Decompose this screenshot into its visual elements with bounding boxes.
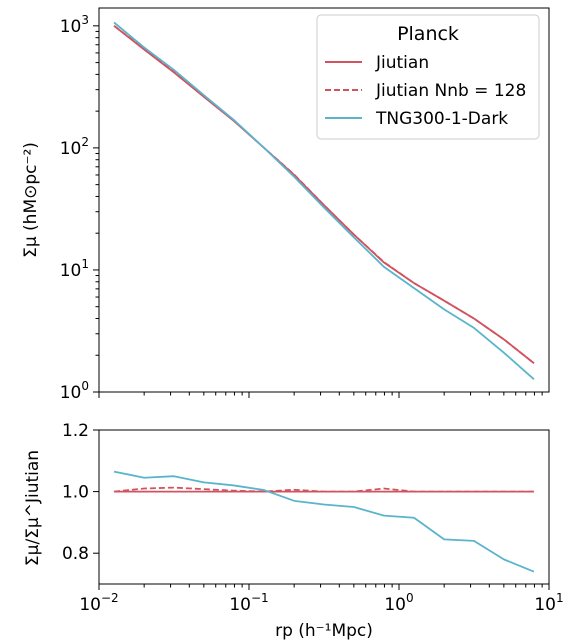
legend: Planck Jiutian Jiutian Nnb = 128 TNG300-… <box>316 14 540 140</box>
x-axis-label: rp (h⁻¹Mpc) <box>275 621 373 641</box>
bottom-panel: 10−2 10−1 100 101 0.8 1.0 1.2 Σμ/Σμ^Jiutian rp… <box>23 421 564 641</box>
top-y-tick-label: 100 <box>60 379 89 403</box>
legend-title: Planck <box>397 23 459 45</box>
bottom-y-axis-label: Σμ/Σμ^Jiutian <box>23 450 43 566</box>
legend-entry-jiutian-nnb: Jiutian Nnb = 128 <box>375 81 526 101</box>
bottom-y-tick-label: 1.2 <box>62 421 89 441</box>
bottom-series-tng300 <box>113 470 535 573</box>
bottom-y-tick-label: 0.8 <box>62 544 89 564</box>
legend-frame <box>316 14 540 140</box>
top-ticks: 100 101 102 103 <box>60 13 543 403</box>
top-series <box>113 21 535 381</box>
bottom-series <box>113 470 535 573</box>
bottom-series-jiutian-nnb <box>113 486 534 493</box>
bottom-y-tick-label: 1.0 <box>62 483 89 503</box>
bottom-plot-frame <box>98 429 550 585</box>
x-tick-label: 101 <box>534 591 563 615</box>
x-tick-label: 100 <box>384 591 413 615</box>
top-y-axis-label: Σμ (hM⊙pc⁻²) <box>21 142 41 258</box>
top-y-tick-label: 102 <box>60 135 89 159</box>
legend-entry-tng: TNG300-1-Dark <box>375 109 508 129</box>
bottom-ticks: 10−2 10−1 100 101 0.8 1.0 1.2 <box>62 421 564 615</box>
top-series-jiutian-nnb <box>113 25 535 364</box>
x-tick-label: 10−2 <box>79 591 118 615</box>
top-panel: 100 101 102 103 Σμ (hM⊙pc⁻²) Planck Jiutian… <box>21 7 550 403</box>
top-plot-frame <box>98 7 550 393</box>
x-tick-label: 10−1 <box>229 591 268 615</box>
top-y-tick-label: 101 <box>60 257 89 281</box>
top-series-tng300 <box>113 21 535 381</box>
legend-entry-jiutian: Jiutian <box>375 53 429 73</box>
top-y-tick-label: 103 <box>60 13 89 37</box>
